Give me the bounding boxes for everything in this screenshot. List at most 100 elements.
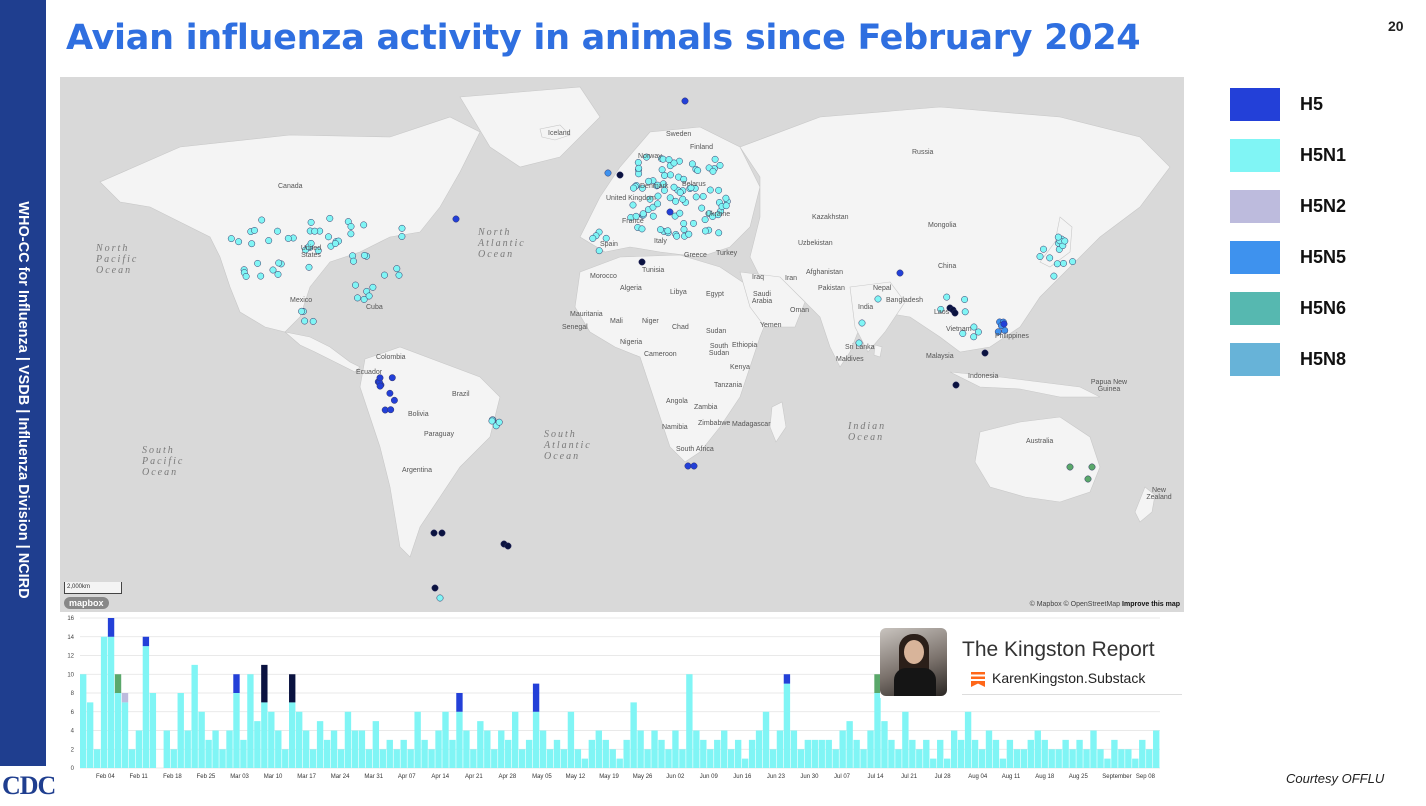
bar xyxy=(609,749,616,768)
outbreak-marker xyxy=(698,204,706,212)
outbreak-marker xyxy=(1084,475,1092,483)
label-sudan: Sudan xyxy=(706,328,727,335)
outbreak-marker xyxy=(242,272,250,280)
outbreak-marker xyxy=(952,381,960,389)
bar xyxy=(80,674,87,768)
outbreak-marker xyxy=(676,189,684,196)
bar xyxy=(316,721,324,769)
bar xyxy=(491,749,498,768)
outbreak-marker xyxy=(365,292,373,300)
bar xyxy=(574,749,582,768)
outbreak-marker xyxy=(369,283,377,291)
bar xyxy=(421,739,428,769)
sidebar-text: WHO-CC for Influenza | VSDB | Influenza … xyxy=(15,201,31,599)
label-mongolia: Mongolia xyxy=(928,222,957,229)
bar xyxy=(964,711,972,768)
kingston-report-card[interactable]: The Kingston Report KarenKingston.Substa… xyxy=(880,628,1182,698)
bar xyxy=(1027,739,1034,769)
bar xyxy=(923,739,930,769)
outbreak-marker xyxy=(602,234,610,242)
y-tick-label: 6 xyxy=(71,710,75,716)
outbreak-marker xyxy=(706,186,714,194)
outbreak-marker xyxy=(251,226,258,234)
x-tick-label: Jul 07 xyxy=(834,774,851,780)
bar xyxy=(407,749,414,768)
legend-label: H5N2 xyxy=(1300,196,1347,216)
outbreak-marker xyxy=(981,349,989,357)
bar xyxy=(275,730,282,768)
label-greece: Greece xyxy=(684,252,707,259)
bar xyxy=(149,693,157,768)
kingston-url[interactable]: KarenKingston.Substack xyxy=(992,670,1146,686)
world-map[interactable]: Iceland Sweden Finland Norway Russia Can… xyxy=(60,77,1184,612)
outbreak-marker xyxy=(307,218,315,226)
label-mexico: Mexico xyxy=(290,297,313,304)
outbreak-marker xyxy=(325,233,332,241)
outbreak-marker xyxy=(301,317,309,325)
bar xyxy=(302,730,310,768)
bar xyxy=(539,730,547,768)
bar xyxy=(846,721,853,769)
outbreak-marker xyxy=(657,226,664,234)
label-madagascar: Madagascar xyxy=(732,421,771,428)
outbreak-marker xyxy=(632,212,640,220)
bar xyxy=(693,730,700,768)
bar xyxy=(442,711,449,768)
bar xyxy=(999,758,1007,769)
bar xyxy=(435,730,442,768)
bar xyxy=(449,739,456,769)
label-bolivia: Bolivia xyxy=(408,411,429,418)
page-number: 20 xyxy=(1388,18,1404,34)
bar xyxy=(595,730,602,768)
land-india xyxy=(849,281,906,353)
outbreak-marker xyxy=(274,227,281,235)
label-indonesia: Indonesia xyxy=(968,373,999,380)
bar xyxy=(400,739,407,769)
bar xyxy=(658,739,665,769)
y-tick-label: 14 xyxy=(67,635,74,641)
bar xyxy=(184,730,191,768)
outbreak-marker xyxy=(307,239,315,247)
label-zimbabwe: Zimbabwe xyxy=(698,420,731,427)
land-masses xyxy=(99,86,1171,558)
map-attribution: © Mapbox © OpenStreetMap Improve this ma… xyxy=(1030,601,1180,608)
y-tick-label: 16 xyxy=(67,616,74,622)
timeline-chart[interactable]: 0 2 4 6 8 10 12 14 16 Feb 04 Feb 11 Feb 18 Feb 25 Mar… xyxy=(60,614,1184,784)
bar xyxy=(567,711,575,768)
bar-segment xyxy=(532,683,540,712)
y-tick-label: 10 xyxy=(67,672,74,678)
label-iraq: Iraq xyxy=(752,274,765,281)
bar xyxy=(219,749,226,768)
outbreak-marker xyxy=(654,192,662,200)
outbreak-marker xyxy=(390,396,398,404)
bar xyxy=(323,739,331,769)
outbreak-marker xyxy=(676,209,684,217)
bar xyxy=(644,749,651,768)
land-australia xyxy=(974,416,1101,503)
label-philippines: Philippines xyxy=(995,333,1029,340)
bar-segment xyxy=(107,618,115,637)
outbreak-marker xyxy=(711,155,719,163)
bar xyxy=(1153,730,1160,768)
label-tunisia: Tunisia xyxy=(642,267,665,274)
bar xyxy=(1006,739,1014,769)
x-tick-label: September xyxy=(1102,774,1131,780)
label-united-kingdom: United Kingdom xyxy=(606,195,656,202)
bar xyxy=(309,749,317,768)
bar xyxy=(971,739,979,769)
outbreak-marker xyxy=(1066,463,1074,471)
improve-map-link[interactable]: Improve this map xyxy=(1122,601,1180,608)
bar xyxy=(379,749,386,768)
bar xyxy=(714,739,721,769)
label-angola: Angola xyxy=(666,398,688,405)
label-russia: Russia xyxy=(912,149,934,156)
bar xyxy=(282,749,289,768)
outbreak-marker xyxy=(634,159,642,166)
label-kenya: Kenya xyxy=(730,364,750,371)
x-tick-label: Feb 25 xyxy=(197,774,216,780)
outbreak-marker xyxy=(1046,254,1054,262)
outbreak-marker xyxy=(298,307,306,315)
label-india: India xyxy=(858,304,874,311)
mapbox-logo[interactable]: mapbox xyxy=(64,597,109,609)
legend-swatch xyxy=(1230,139,1280,172)
